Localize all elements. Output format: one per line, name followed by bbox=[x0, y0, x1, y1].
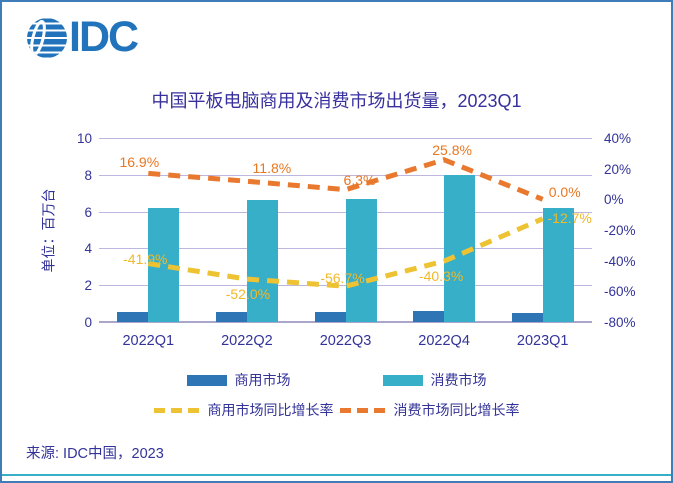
x-axis-category-label: 2022Q3 bbox=[319, 333, 372, 349]
legend-item-commercial-market: 商用市场 bbox=[186, 370, 291, 390]
logo-text: IDC bbox=[69, 13, 139, 61]
data-label: -40.3% bbox=[418, 268, 464, 285]
left-axis-tick: 8 bbox=[84, 167, 92, 183]
chart-title: 中国平板电脑商用及消费市场出货量，2023Q1 bbox=[151, 91, 522, 111]
left-axis-tick: 2 bbox=[84, 278, 92, 294]
x-axis-category-label: 2022Q2 bbox=[221, 333, 273, 349]
data-label: -56.7% bbox=[320, 270, 365, 287]
data-label: 6.3% bbox=[343, 171, 376, 188]
left-axis-tick: 4 bbox=[84, 241, 92, 257]
commercial-market-bar bbox=[215, 311, 247, 322]
commercial-market-swatch bbox=[186, 374, 227, 386]
data-label: 25.8% bbox=[432, 141, 472, 158]
consumer-market-bar bbox=[246, 199, 278, 322]
x-axis-category-label: 2022Q1 bbox=[122, 333, 175, 349]
x-axis-category-label: 2022Q4 bbox=[418, 333, 470, 349]
data-label: -12.7% bbox=[547, 209, 592, 226]
plot-area: -41.9% -52.0% -56.7% -40.3% -12.7% 16.9% 11.8%… bbox=[99, 138, 592, 323]
consumer-market-bar bbox=[542, 207, 574, 322]
right-axis-tick: 40% bbox=[604, 131, 632, 146]
legend-row-bars: 商用市场 消费市场 bbox=[2, 370, 671, 390]
data-label: 11.8% bbox=[252, 160, 292, 177]
gridline bbox=[99, 138, 592, 139]
right-axis: 40% 20% 0% -20% -40% -60% -80% bbox=[604, 132, 666, 329]
legend-label: 商用市场同比增长率 bbox=[207, 402, 334, 418]
x-axis: 2022Q1 2022Q2 2022Q3 2022Q4 2023Q1 bbox=[99, 333, 592, 353]
left-axis-tick: 0 bbox=[84, 315, 92, 330]
legend-label: 消费市场同比增长率 bbox=[393, 402, 520, 418]
source-note: 来源: IDC中国，2023 bbox=[26, 446, 164, 462]
legend-item-consumer-growth: 消费市场同比增长率 bbox=[339, 400, 520, 420]
right-axis-tick: -60% bbox=[604, 284, 636, 300]
left-axis-tick: 6 bbox=[84, 204, 92, 220]
data-label: -41.9% bbox=[123, 250, 168, 267]
commercial-market-bar bbox=[413, 310, 445, 322]
consumer-market-swatch bbox=[382, 374, 423, 386]
left-axis: 10 8 6 4 2 0 bbox=[42, 132, 92, 329]
legend-item-commercial-growth: 商用市场同比增长率 bbox=[153, 400, 334, 420]
data-label: 16.9% bbox=[119, 154, 160, 171]
commercial-market-bar bbox=[314, 311, 346, 322]
right-axis-tick: 20% bbox=[604, 161, 632, 177]
gridline bbox=[99, 174, 592, 176]
globe-icon bbox=[27, 18, 67, 57]
x-axis-baseline bbox=[99, 321, 592, 323]
consumer-market-bar bbox=[345, 198, 377, 322]
legend-row-lines: 商用市场同比增长率 消费市场同比增长率 bbox=[2, 400, 671, 420]
commercial-growth-swatch bbox=[153, 407, 200, 413]
right-axis-tick: -80% bbox=[604, 315, 636, 330]
idc-logo: IDC bbox=[26, 13, 139, 61]
legend-label: 商用市场 bbox=[234, 372, 291, 388]
legend-item-consumer-market: 消费市场 bbox=[382, 370, 487, 390]
consumer-growth-line bbox=[148, 157, 544, 202]
commercial-market-bar bbox=[117, 311, 149, 322]
data-label: -52.0% bbox=[225, 286, 271, 303]
right-axis-tick: -40% bbox=[604, 253, 636, 269]
consumer-growth-swatch bbox=[339, 407, 386, 413]
growth-lines-layer bbox=[147, 157, 544, 289]
left-axis-tick: 10 bbox=[76, 131, 92, 146]
commercial-market-bar bbox=[511, 313, 543, 322]
data-label: 0.0% bbox=[548, 184, 581, 201]
right-axis-tick: -20% bbox=[604, 223, 636, 238]
legend-label: 消费市场 bbox=[430, 372, 487, 388]
bottom-rule bbox=[2, 474, 671, 476]
right-axis-tick: 0% bbox=[604, 192, 624, 208]
x-axis-category-label: 2023Q1 bbox=[516, 333, 569, 349]
commercial-growth-line bbox=[147, 216, 544, 289]
